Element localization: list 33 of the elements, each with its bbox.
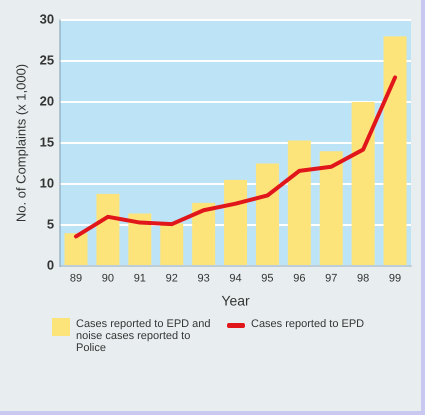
x-tick-label: 92 xyxy=(166,272,178,285)
bar xyxy=(192,202,216,265)
x-tick-label: 94 xyxy=(229,272,242,285)
x-tick-label: 99 xyxy=(388,272,402,285)
bar xyxy=(288,140,311,265)
legend-label: Cases reported to EPD xyxy=(251,318,364,330)
bar xyxy=(160,223,184,265)
x-tick-label: 93 xyxy=(198,272,210,285)
x-tick-label: 90 xyxy=(102,272,114,285)
bar xyxy=(384,36,407,265)
y-tick-label: 20 xyxy=(40,94,54,109)
y-tick-label: 10 xyxy=(40,176,54,191)
y-axis-title: No. of Complaints (x 1,000) xyxy=(13,64,28,222)
legend-label: Cases reported to EPD and noise cases reported to Police xyxy=(76,318,211,354)
x-tick-label: 96 xyxy=(293,272,306,285)
x-tick-label: 89 xyxy=(70,272,82,285)
y-tick-label: 25 xyxy=(40,52,54,68)
bar xyxy=(352,102,375,265)
bar xyxy=(256,164,279,265)
y-tick-label: 5 xyxy=(46,216,54,232)
y-tick-label: 15 xyxy=(40,134,54,150)
x-tick-label: 91 xyxy=(134,272,146,285)
x-tick-label: 95 xyxy=(261,272,274,285)
x-axis-title: Year xyxy=(221,292,250,308)
y-tick-label: 0 xyxy=(46,258,54,273)
bar xyxy=(96,194,120,265)
bar xyxy=(64,233,88,265)
bar xyxy=(128,214,152,265)
bar xyxy=(320,151,343,265)
x-tick-label: 98 xyxy=(357,272,370,285)
y-tick-label: 30 xyxy=(40,12,54,27)
x-tick-label: 97 xyxy=(325,272,338,285)
bar xyxy=(224,180,248,265)
